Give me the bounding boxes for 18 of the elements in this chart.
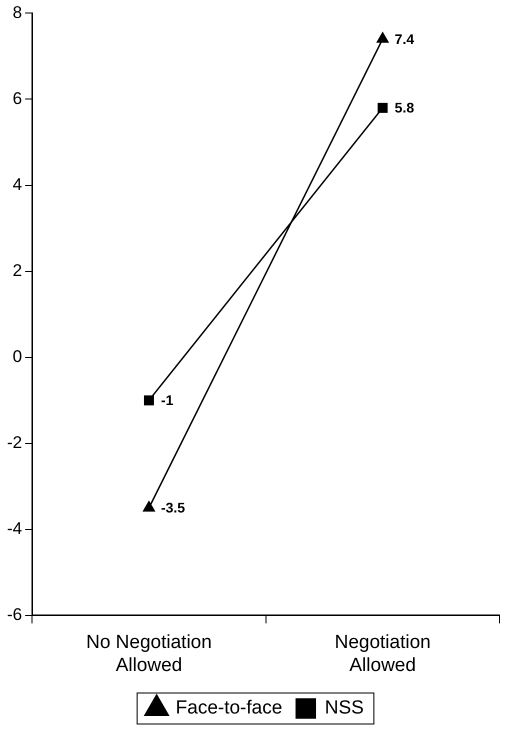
y-tick-label: 4	[12, 174, 22, 194]
point	[378, 102, 388, 113]
data-label: -1	[160, 392, 174, 408]
legend-label: NSS	[324, 698, 364, 719]
y-tick-label: -2	[6, 433, 22, 452]
legend-label: Face-to-face	[176, 698, 282, 719]
y-tick-label: 6	[12, 88, 22, 108]
y-tick-label: 0	[12, 347, 22, 366]
y-tick-label: -4	[6, 519, 22, 538]
y-tick-label: 2	[12, 260, 22, 280]
x-tick-label: Negotiation Allowed	[334, 632, 431, 676]
data-label: 5.8	[394, 100, 414, 116]
y-tick-label: -6	[6, 605, 22, 624]
x-tick-label: No Negotiation Allowed	[86, 632, 212, 676]
y-tick-label: 8	[12, 2, 22, 22]
point	[144, 395, 154, 406]
data-label: -3.5	[160, 500, 186, 516]
data-label: 7.4	[394, 30, 414, 47]
